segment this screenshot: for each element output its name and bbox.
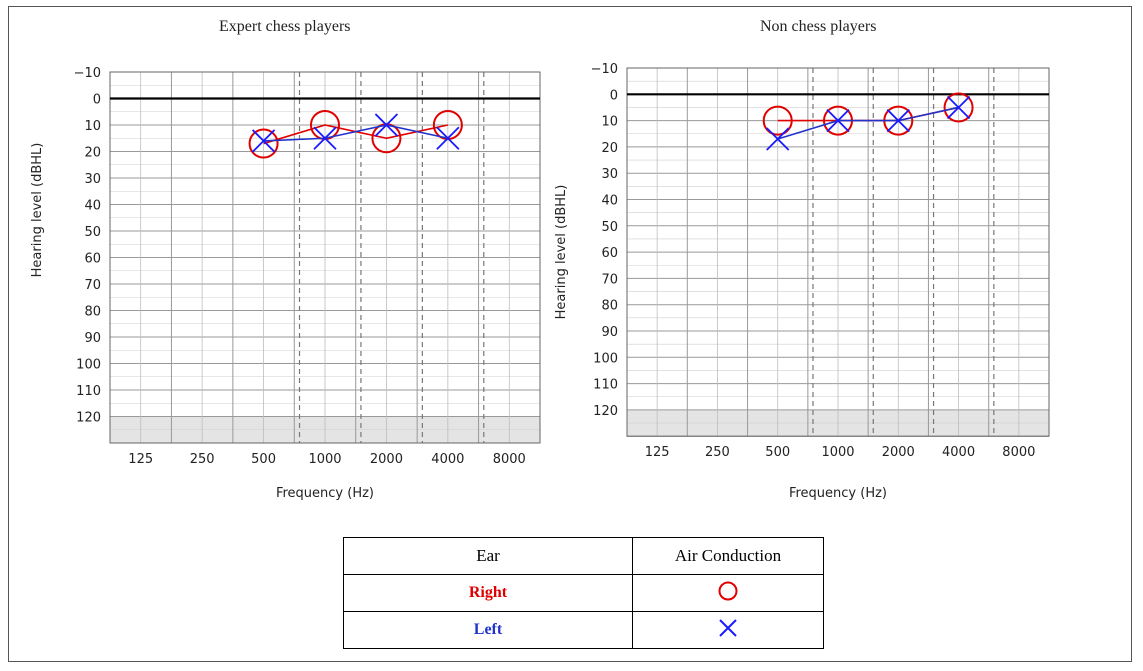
marker-left-cross-b [374, 113, 399, 137]
y-tick-label: 120 [76, 411, 101, 426]
legend-header-air: Air Conduction [632, 537, 824, 575]
marker-left-cross-b [251, 129, 276, 153]
legend-right-label: Right [343, 574, 633, 612]
y-tick-label: 100 [593, 351, 618, 366]
legend-header-ear: Ear [343, 537, 633, 575]
legend-row-left: Left [343, 611, 824, 649]
y-tick-label: 0 [93, 93, 101, 108]
x-axis-label: Frequency (Hz) [789, 486, 887, 501]
x-tick-label: 4000 [942, 445, 975, 460]
x-tick-label: 2000 [370, 452, 403, 467]
y-tick-label: 30 [84, 172, 101, 187]
marker-left-cross-b [313, 126, 337, 150]
y-tick-label: 110 [593, 378, 618, 393]
marker-left-cross-b [766, 127, 790, 151]
marker-left-cross-b [946, 95, 971, 120]
legend-left-symbol [632, 611, 824, 649]
marker-left-cross-b [826, 108, 850, 133]
y-tick-label: 10 [84, 119, 101, 134]
x-tick-label: 125 [128, 452, 153, 467]
y-axis-label: Hearing level (dBHL) [30, 143, 45, 278]
y-tick-label: 50 [601, 220, 618, 235]
x-tick-label: 4000 [431, 452, 464, 467]
marker-left-cross-b [886, 108, 910, 133]
legend-header-row: Ear Air Conduction [343, 537, 824, 575]
cross-icon [719, 618, 737, 637]
circle-icon [718, 581, 738, 600]
x-tick-label: 1000 [821, 445, 854, 460]
y-tick-label: 50 [84, 225, 101, 240]
y-tick-label: 0 [610, 88, 618, 103]
marker-left-cross-b [436, 126, 460, 150]
y-tick-label: 80 [601, 299, 618, 314]
y-tick-label: 80 [84, 305, 101, 320]
y-tick-label: 90 [84, 331, 101, 346]
plot-border [626, 67, 1050, 437]
y-tick-label: 20 [601, 141, 618, 156]
y-tick-label: 60 [84, 252, 101, 267]
plot-border [109, 71, 541, 444]
y-tick-label: 100 [76, 358, 101, 373]
chart-title-non: Non chess players [760, 18, 877, 35]
y-tick-label: 30 [601, 167, 618, 182]
y-tick-label: 20 [84, 146, 101, 161]
legend-table: Ear Air Conduction Right Left [343, 537, 824, 649]
y-tick-label: 90 [601, 325, 618, 340]
x-tick-label: 2000 [882, 445, 915, 460]
marker-right-circle [762, 105, 793, 136]
x-tick-label: 8000 [493, 452, 526, 467]
y-tick-label: −10 [74, 66, 101, 81]
x-tick-label: 500 [251, 452, 276, 467]
legend-right-symbol [632, 574, 824, 612]
x-tick-label: 250 [705, 445, 730, 460]
chart-title-expert: Expert chess players [219, 18, 351, 35]
x-tick-label: 125 [645, 445, 670, 460]
series-left-line [777, 106, 959, 140]
y-tick-label: 60 [601, 246, 618, 261]
marker-right-circle [943, 92, 974, 123]
marker-right-circle [248, 128, 279, 159]
legend-row-right: Right [343, 574, 824, 612]
y-tick-label: 70 [84, 278, 101, 293]
x-tick-label: 1000 [308, 452, 341, 467]
y-axis-label: Hearing level (dBHL) [554, 185, 569, 320]
y-tick-label: 120 [593, 404, 618, 419]
series-left-line [263, 124, 449, 142]
x-tick-label: 8000 [1002, 445, 1035, 460]
x-tick-label: 250 [190, 452, 215, 467]
y-tick-label: 40 [84, 199, 101, 214]
y-tick-label: 70 [601, 272, 618, 287]
x-axis-label: Frequency (Hz) [276, 486, 374, 501]
y-tick-label: −10 [591, 62, 618, 77]
x-tick-label: 500 [765, 445, 790, 460]
legend-left-label: Left [343, 611, 633, 649]
y-tick-label: 110 [76, 384, 101, 399]
y-tick-label: 10 [601, 115, 618, 130]
y-tick-label: 40 [601, 194, 618, 209]
